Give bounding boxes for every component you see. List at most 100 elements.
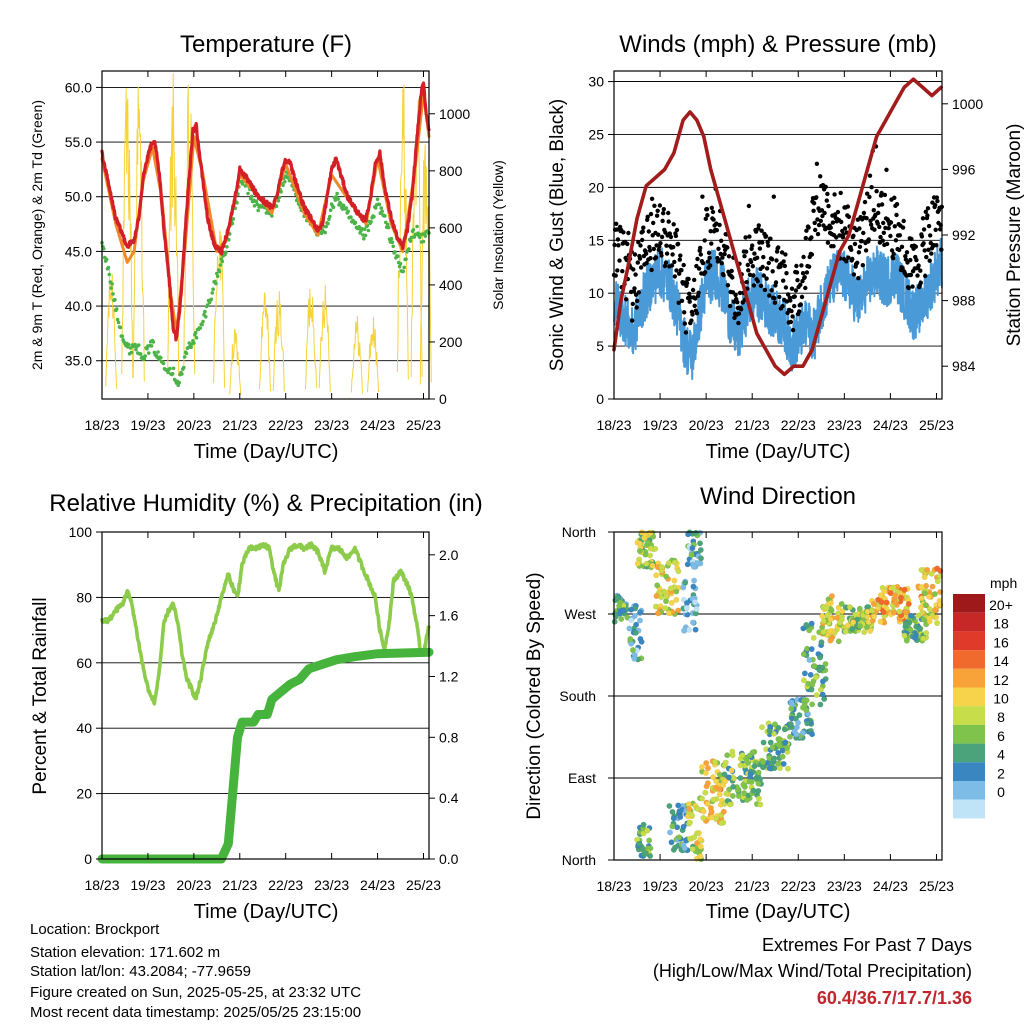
gust-point [682, 321, 687, 326]
gust-point [658, 241, 663, 246]
humidity-axes: 0 20 40 60 80 100 0.0 0.4 0.8 1.2 1.6 2.0 18/23 19/23… [69, 524, 459, 893]
gust-point [784, 299, 790, 304]
direction-point [819, 613, 826, 620]
gust-point [929, 251, 934, 256]
solar-insolation-line [229, 328, 242, 395]
gust-point [884, 241, 890, 247]
dewpoint-point [336, 197, 340, 201]
dewpoint-point [385, 222, 390, 227]
gust-point [624, 297, 629, 302]
direction-point [806, 627, 813, 634]
gust-point [742, 254, 747, 259]
direction-point [718, 820, 725, 826]
x-tick-label: 19/23 [130, 877, 165, 893]
gust-point [656, 232, 661, 237]
direction-point [725, 774, 732, 781]
gust-point [760, 264, 765, 270]
gust-point [844, 259, 849, 264]
gust-point [880, 238, 885, 243]
dewpoint-point [189, 345, 193, 350]
direction-point [877, 592, 884, 599]
temp-2m-line [100, 81, 431, 342]
dewpoint-point [136, 343, 141, 347]
gust-point [647, 248, 653, 253]
colorbar-swatch [953, 612, 985, 632]
station-location: Location: Brockport [30, 921, 160, 938]
gust-point [751, 283, 757, 288]
direction-point [751, 763, 758, 770]
x-tick-label: 25/23 [406, 877, 441, 893]
gust-point [812, 220, 817, 226]
y-tick-label: 100 [69, 524, 93, 540]
x-tick-label: 20/23 [176, 877, 211, 893]
direction-point [934, 620, 941, 627]
direction-point [819, 691, 826, 698]
gust-point [846, 255, 851, 260]
direction-point [929, 583, 936, 590]
colorbar-swatch [953, 781, 985, 800]
gust-point [826, 203, 831, 209]
y2-tick-label: 0.0 [439, 851, 459, 867]
x-tick-label: 18/23 [596, 878, 631, 894]
direction-point [627, 636, 634, 642]
direction-point [921, 574, 928, 581]
gust-point [818, 218, 823, 224]
direction-point [724, 752, 731, 759]
gust-point [709, 205, 714, 210]
gust-point [876, 210, 881, 216]
direction-point [869, 608, 876, 614]
dewpoint-point [380, 209, 385, 214]
humidity-series [97, 541, 434, 864]
gust-point [876, 203, 881, 208]
solar-insolation-line [318, 284, 331, 393]
direction-point [663, 593, 670, 600]
solar-ylabel: Solar Insolation (Yellow) [490, 160, 506, 310]
direction-point [697, 853, 704, 860]
gust-point [767, 293, 772, 298]
direction-point [835, 604, 842, 611]
direction-point [642, 850, 649, 857]
gust-point [651, 220, 656, 226]
y2-tick-label: 0 [439, 391, 447, 407]
direction-point [863, 624, 870, 631]
gust-point [784, 271, 789, 276]
dewpoint-point [203, 309, 207, 314]
dewpoint-point [209, 297, 214, 302]
dewpoint-point [161, 361, 166, 366]
humidity-ylabel: Percent & Total Rainfall [30, 597, 51, 794]
wind-axes: 0 5 10 15 20 25 30 984 988 992 996 1000 18/23 19/23 20… [588, 71, 983, 433]
direction-point [723, 790, 730, 797]
solar-insolation-line [350, 315, 363, 394]
gust-point [856, 250, 862, 255]
gust-point [768, 236, 773, 241]
y2-tick-label: 988 [952, 293, 976, 309]
gust-point [857, 226, 862, 231]
gust-point [900, 225, 906, 230]
y-tick-label: 60.0 [65, 79, 92, 95]
gust-point [771, 194, 776, 199]
dewpoint-point [134, 347, 138, 352]
gust-point [872, 227, 877, 232]
gust-point [778, 264, 783, 269]
dewpoint-point [149, 344, 154, 348]
dewpoint-point [176, 383, 180, 388]
dewpoint-point [409, 235, 414, 240]
dewpoint-point [231, 217, 236, 221]
dewpoint-point [214, 281, 218, 286]
direction-point [638, 638, 645, 645]
direction-point [632, 629, 639, 636]
direction-point [618, 616, 625, 622]
dewpoint-point [379, 206, 384, 210]
x-tick-label: 24/23 [873, 878, 908, 894]
direction-point [890, 584, 897, 591]
y-tick-label: 10 [588, 285, 604, 301]
direction-point [688, 552, 695, 559]
direction-point [636, 540, 643, 547]
gust-point [799, 263, 804, 268]
dewpoint-point [166, 370, 170, 375]
direction-point [800, 651, 807, 658]
y-tick-label: 15 [588, 232, 604, 248]
gust-point [845, 204, 850, 209]
dewpoint-point [404, 257, 408, 261]
direction-point [691, 599, 698, 606]
